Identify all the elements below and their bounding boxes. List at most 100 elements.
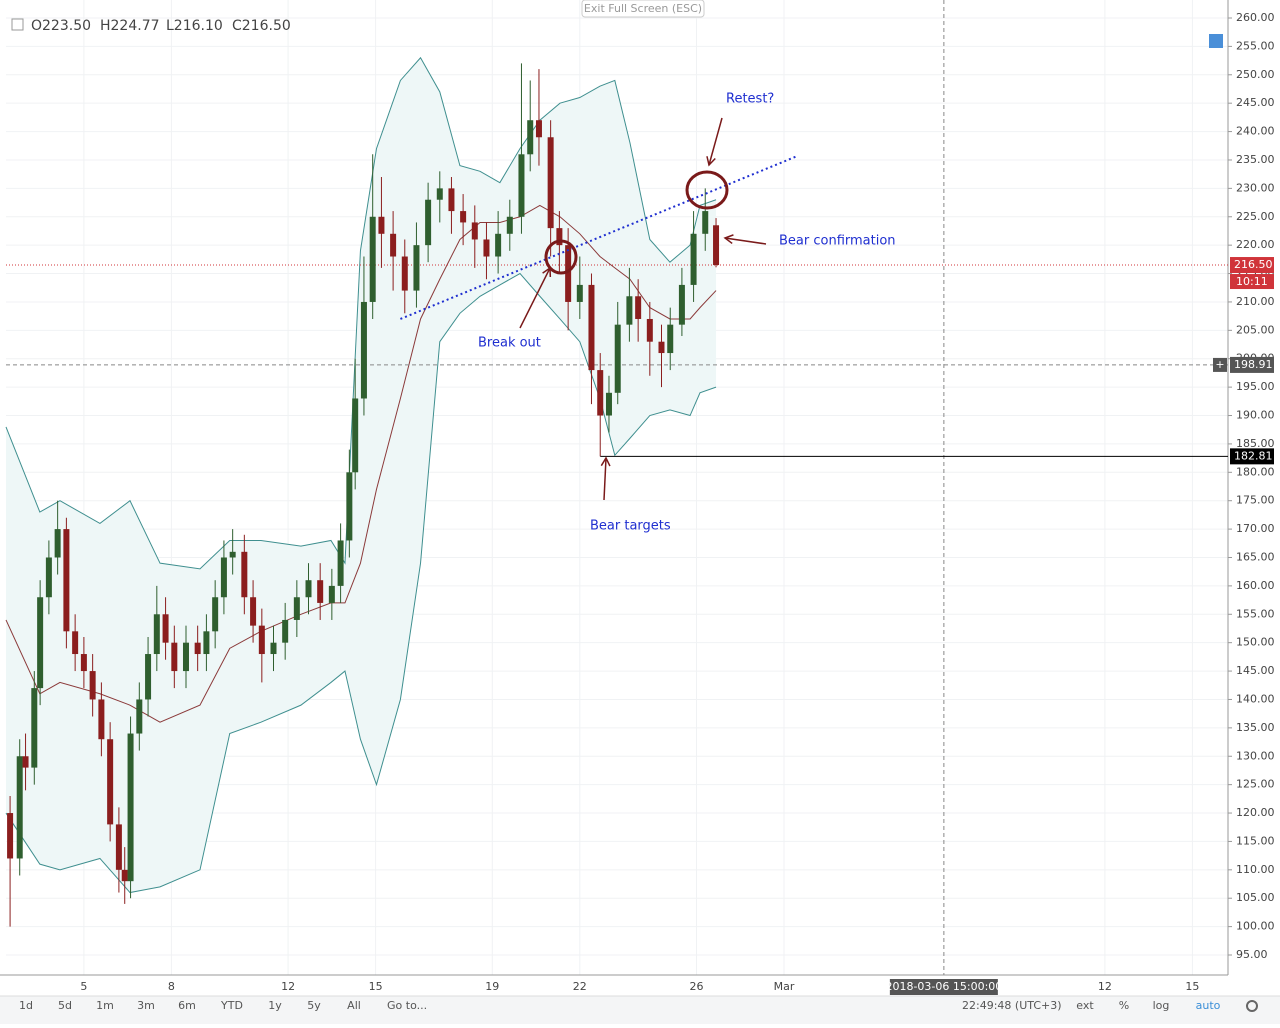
price-badge	[1230, 448, 1274, 465]
candle-body	[401, 256, 408, 291]
price-badge	[1230, 257, 1274, 274]
candle-body	[658, 341, 665, 354]
candle-body	[153, 614, 160, 655]
candle-body	[328, 585, 335, 603]
range-button[interactable]: 1d	[19, 999, 33, 1012]
scale-icon[interactable]	[1209, 34, 1223, 48]
candle-body	[635, 296, 642, 319]
candle-body	[547, 137, 554, 229]
range-button[interactable]: All	[347, 999, 361, 1012]
band-fill	[6, 57, 717, 893]
goto-button[interactable]: Go to...	[387, 999, 427, 1012]
candle-body	[614, 324, 621, 393]
option-button[interactable]: log	[1153, 999, 1170, 1012]
y-tick-label: 190.00	[1236, 409, 1275, 422]
x-tick-label: 8	[168, 980, 175, 993]
candle-body	[527, 120, 534, 155]
y-tick-label: 115.00	[1236, 834, 1275, 847]
y-tick-label: 205.00	[1236, 323, 1275, 336]
candle-body	[360, 301, 367, 399]
y-tick-label: 260.00	[1236, 11, 1275, 24]
candle-body	[171, 642, 178, 672]
y-tick-label: 170.00	[1236, 522, 1275, 535]
plus-button[interactable]	[1213, 357, 1227, 372]
x-tick-label: 12	[1098, 980, 1112, 993]
y-tick-label: 105.00	[1236, 891, 1275, 904]
candle-body	[45, 557, 52, 598]
ohlc-high: H224.77	[100, 18, 160, 34]
y-tick-label: 140.00	[1236, 692, 1275, 705]
arrow	[708, 117, 723, 166]
candle-body	[346, 472, 353, 541]
trendline	[400, 155, 798, 320]
candle-body	[378, 216, 385, 234]
candle-body	[229, 551, 236, 558]
candle-body	[107, 739, 114, 825]
y-tick-label: 175.00	[1236, 494, 1275, 507]
candle-body	[22, 756, 29, 768]
settings-icon[interactable]	[1246, 1000, 1258, 1012]
circle-marker	[544, 239, 578, 275]
y-tick-label: 125.00	[1236, 778, 1275, 791]
range-button[interactable]: 1m	[96, 999, 114, 1012]
candle-body	[7, 813, 14, 859]
y-tick-label: 155.00	[1236, 607, 1275, 620]
candle-body	[369, 216, 376, 302]
candle-body	[597, 370, 604, 416]
range-button[interactable]: 1y	[268, 999, 282, 1012]
candle-body	[460, 211, 467, 223]
range-button[interactable]: YTD	[220, 999, 243, 1012]
range-button[interactable]: 5y	[307, 999, 321, 1012]
y-tick-label: 150.00	[1236, 636, 1275, 649]
price-badge-label: 198.91	[1234, 358, 1273, 371]
countdown-badge	[1230, 274, 1274, 290]
arrow	[603, 457, 607, 501]
range-button[interactable]: 3m	[137, 999, 155, 1012]
ohlc-open: O223.50	[31, 18, 91, 34]
option-button[interactable]: %	[1119, 999, 1129, 1012]
exit-button[interactable]	[581, 0, 705, 18]
exit-label: Exit Full Screen (ESC)	[584, 2, 702, 15]
band-middle	[5, 204, 717, 723]
candle-body	[448, 188, 455, 212]
option-button[interactable]: ext	[1076, 999, 1094, 1012]
crosshair-x-label: 2018-03-06 15:00:00	[885, 980, 1002, 993]
collapse-icon[interactable]	[11, 18, 24, 31]
candle-body	[425, 199, 432, 246]
range-button[interactable]: 5d	[58, 999, 72, 1012]
candle-body	[713, 225, 720, 266]
x-tick-label: 19	[485, 980, 499, 993]
x-tick-label: 5	[80, 980, 87, 993]
price-badge-label: 182.81	[1234, 449, 1273, 462]
candle-body	[203, 631, 210, 655]
y-tick-label: 235.00	[1236, 153, 1275, 166]
y-tick-label: 120.00	[1236, 806, 1275, 819]
candle-body	[667, 324, 674, 354]
candle-body	[506, 216, 513, 234]
candle-body	[436, 188, 443, 200]
candle-body	[605, 392, 612, 416]
candle-body	[182, 642, 189, 672]
x-tick-label: Mar	[774, 980, 795, 993]
price-badge	[1230, 356, 1274, 373]
arrow-head	[706, 156, 716, 167]
candle-body	[390, 233, 397, 257]
plus-icon: +	[1215, 358, 1224, 371]
candle-body	[31, 688, 38, 768]
candle-body	[576, 284, 583, 302]
candle-body	[63, 529, 70, 632]
option-button[interactable]: auto	[1196, 999, 1221, 1012]
candle-body	[518, 154, 525, 217]
candle-body	[305, 580, 312, 598]
candle-body	[194, 642, 201, 655]
range-button[interactable]: 6m	[178, 999, 196, 1012]
x-tick-label: 12	[281, 980, 295, 993]
arrow-head	[542, 266, 552, 278]
candle-body	[121, 869, 128, 882]
candle-body	[317, 580, 324, 603]
candle-body	[162, 614, 169, 643]
candle-body	[212, 597, 219, 632]
y-tick-label: 240.00	[1236, 125, 1275, 138]
